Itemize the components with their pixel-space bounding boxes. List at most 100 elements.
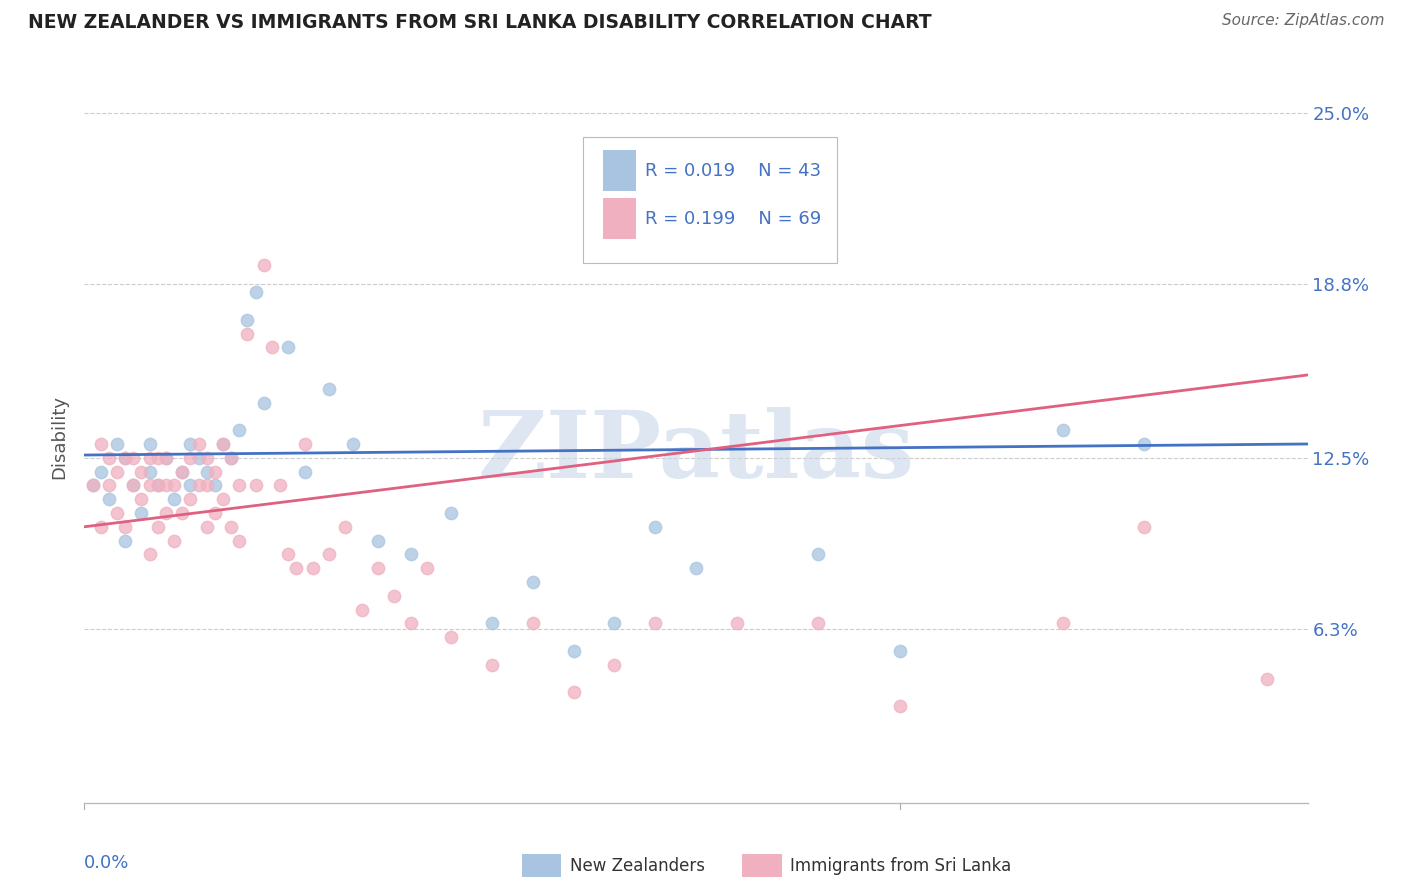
- Point: [114, 520, 136, 534]
- Point: [522, 574, 544, 589]
- Point: [82, 478, 104, 492]
- Point: [82, 478, 104, 492]
- Point: [522, 616, 544, 631]
- Point: [212, 437, 235, 451]
- Point: [90, 465, 112, 479]
- Point: [219, 520, 242, 534]
- Text: Source: ZipAtlas.com: Source: ZipAtlas.com: [1222, 13, 1385, 29]
- Point: [350, 602, 373, 616]
- Point: [253, 258, 276, 272]
- Point: [122, 478, 145, 492]
- Point: [138, 450, 160, 465]
- Point: [138, 465, 160, 479]
- Point: [285, 561, 308, 575]
- Point: [382, 589, 405, 603]
- Text: New Zealanders: New Zealanders: [569, 856, 704, 875]
- Point: [172, 465, 194, 479]
- Point: [155, 450, 177, 465]
- Point: [179, 492, 201, 507]
- Point: [644, 520, 666, 534]
- Point: [440, 630, 463, 644]
- Point: [187, 437, 209, 451]
- Point: [163, 533, 186, 548]
- Text: R = 0.019    N = 43: R = 0.019 N = 43: [645, 161, 821, 179]
- Point: [481, 657, 503, 672]
- Point: [155, 478, 177, 492]
- Point: [179, 450, 201, 465]
- Point: [228, 533, 250, 548]
- Point: [195, 520, 218, 534]
- Point: [122, 450, 145, 465]
- Point: [105, 465, 128, 479]
- Y-axis label: Disability: Disability: [51, 395, 69, 479]
- Point: [685, 561, 707, 575]
- Point: [138, 437, 160, 451]
- Point: [155, 450, 177, 465]
- Point: [335, 520, 357, 534]
- Point: [204, 506, 226, 520]
- Point: [644, 616, 666, 631]
- Point: [219, 450, 242, 465]
- Point: [889, 699, 911, 714]
- Point: [90, 520, 112, 534]
- Point: [277, 548, 299, 562]
- Point: [105, 506, 128, 520]
- Point: [399, 548, 422, 562]
- Point: [90, 437, 112, 451]
- Point: [481, 616, 503, 631]
- Point: [187, 478, 209, 492]
- Point: [367, 561, 389, 575]
- Point: [603, 657, 626, 672]
- Point: [195, 450, 218, 465]
- Point: [146, 520, 169, 534]
- Point: [195, 478, 218, 492]
- Point: [294, 465, 316, 479]
- Point: [212, 492, 235, 507]
- Text: R = 0.199    N = 69: R = 0.199 N = 69: [645, 210, 821, 227]
- Point: [195, 465, 218, 479]
- Point: [219, 450, 242, 465]
- Point: [138, 478, 160, 492]
- Point: [260, 340, 283, 354]
- Point: [172, 465, 194, 479]
- Point: [204, 465, 226, 479]
- Point: [179, 437, 201, 451]
- Text: Immigrants from Sri Lanka: Immigrants from Sri Lanka: [790, 856, 1011, 875]
- Point: [105, 437, 128, 451]
- Point: [1052, 616, 1074, 631]
- Point: [342, 437, 364, 451]
- Point: [172, 506, 194, 520]
- Text: ZIPatlas: ZIPatlas: [478, 407, 914, 497]
- Point: [131, 506, 153, 520]
- Point: [146, 450, 169, 465]
- Point: [97, 492, 120, 507]
- Point: [301, 561, 323, 575]
- Point: [146, 478, 169, 492]
- Point: [367, 533, 389, 548]
- Point: [155, 506, 177, 520]
- Point: [228, 423, 250, 437]
- Point: [562, 644, 585, 658]
- Point: [97, 478, 120, 492]
- Point: [114, 450, 136, 465]
- Point: [269, 478, 291, 492]
- Point: [131, 492, 153, 507]
- Point: [416, 561, 439, 575]
- FancyBboxPatch shape: [522, 854, 561, 878]
- Point: [236, 312, 259, 326]
- Point: [138, 548, 160, 562]
- Point: [1052, 423, 1074, 437]
- Point: [562, 685, 585, 699]
- Point: [97, 450, 120, 465]
- Point: [131, 465, 153, 479]
- FancyBboxPatch shape: [742, 854, 782, 878]
- Point: [114, 450, 136, 465]
- Text: 0.0%: 0.0%: [84, 854, 129, 872]
- Point: [294, 437, 316, 451]
- Text: NEW ZEALANDER VS IMMIGRANTS FROM SRI LANKA DISABILITY CORRELATION CHART: NEW ZEALANDER VS IMMIGRANTS FROM SRI LAN…: [28, 13, 932, 32]
- Point: [807, 548, 830, 562]
- Point: [187, 450, 209, 465]
- Point: [440, 506, 463, 520]
- Point: [277, 340, 299, 354]
- Point: [318, 382, 340, 396]
